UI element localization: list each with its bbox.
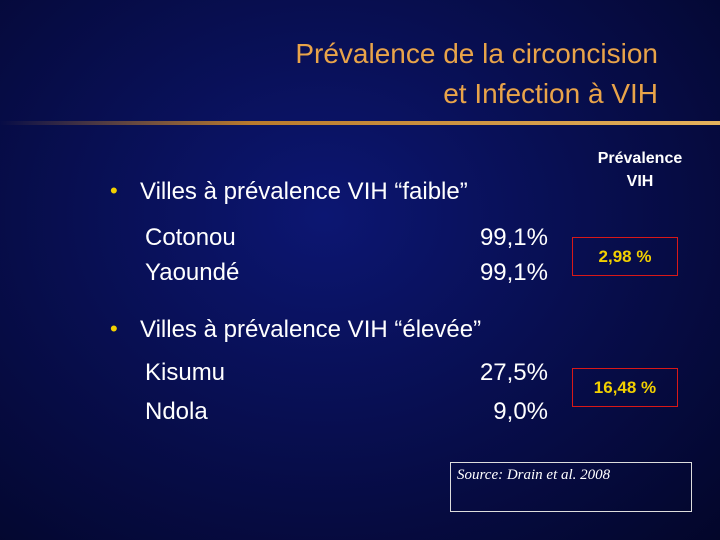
prevalence-box: 2,98 % (572, 237, 678, 276)
bullet: • (110, 178, 118, 203)
circumcision-rate: 9,0% (493, 398, 548, 425)
source: Source: Drain et al. 2008 (457, 467, 611, 483)
hiv-prevalence: 16,48 % (593, 378, 657, 397)
column-header: VIH (626, 173, 654, 190)
group-heading: Villes à prévalence VIH “faible” (140, 178, 468, 205)
city: Cotonou (145, 224, 236, 251)
column-header: Prévalence (597, 150, 683, 167)
circumcision-rate: 99,1% (479, 259, 548, 286)
title-rule (0, 121, 720, 125)
circumcision-rate: 27,5% (479, 359, 548, 386)
group-heading: Villes à prévalence VIH “élevée” (140, 316, 482, 343)
circumcision-rate: 99,1% (479, 224, 548, 251)
city: Yaoundé (145, 259, 240, 286)
title-line: et Infection à VIH (443, 78, 658, 109)
source-box: Source: Drain et al. 2008 (450, 462, 692, 512)
title-line: Prévalence de la circoncision (295, 38, 658, 69)
city: Kisumu (145, 359, 226, 386)
prevalence-box: 16,48 % (572, 368, 678, 407)
city: Ndola (145, 398, 208, 425)
hiv-prevalence: 2,98 % (598, 247, 652, 266)
bullet: • (110, 316, 118, 341)
